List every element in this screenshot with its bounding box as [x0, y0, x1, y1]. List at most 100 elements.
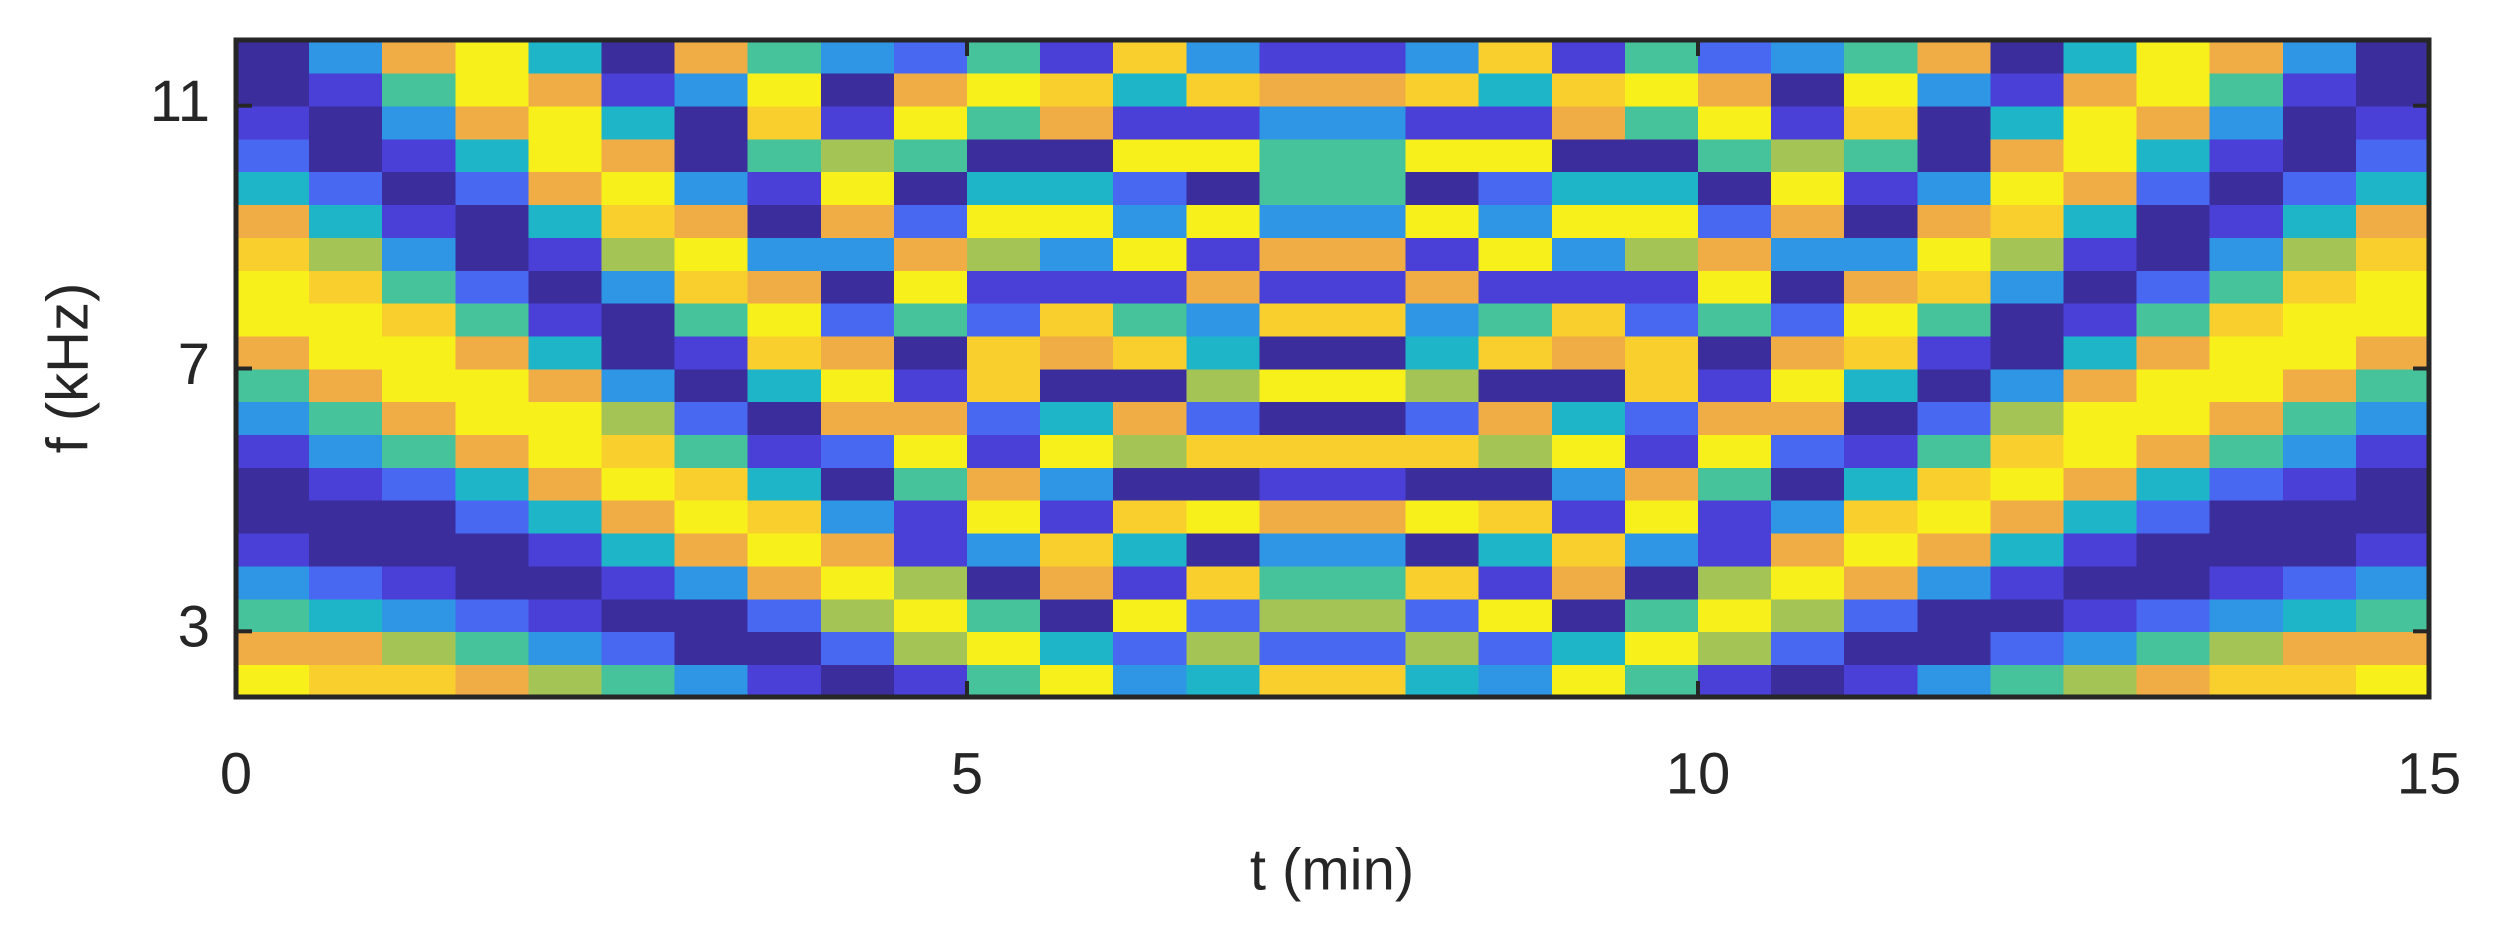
heatmap-cell	[1186, 269, 1261, 304]
heatmap-cell	[1990, 204, 2065, 238]
heatmap-cell	[455, 434, 530, 468]
heatmap-cell	[2063, 72, 2138, 107]
heatmap-cell	[674, 401, 749, 435]
heatmap-cell	[601, 598, 676, 633]
heatmap-cell	[2209, 269, 2284, 304]
heatmap-cell	[674, 72, 749, 107]
heatmap-cell	[382, 467, 457, 501]
heatmap-cell	[1698, 204, 1772, 238]
heatmap-cell	[382, 598, 457, 633]
heatmap-cell	[674, 138, 749, 173]
heatmap-cell	[382, 204, 457, 238]
heatmap-cell	[747, 335, 822, 370]
heatmap-cell	[2282, 467, 2357, 501]
heatmap-cell	[1405, 631, 1480, 665]
heatmap-cell	[528, 269, 603, 304]
heatmap-cell	[1186, 171, 1261, 206]
heatmap-cell	[2136, 335, 2211, 370]
heatmap-cell	[1917, 237, 1992, 271]
heatmap-cell	[236, 631, 310, 665]
heatmap-cell	[2063, 467, 2138, 501]
heatmap-cell	[747, 269, 822, 304]
heatmap-cell	[309, 237, 383, 271]
heatmap-cell	[2355, 40, 2429, 74]
heatmap-cell	[1478, 138, 1553, 173]
heatmap-cell	[1917, 302, 1992, 337]
heatmap-cell	[1771, 237, 1845, 271]
heatmap-cell	[1624, 204, 1699, 238]
heatmap-cell	[309, 565, 383, 600]
heatmap-cell	[1259, 40, 1334, 74]
heatmap-cell	[1844, 105, 1919, 140]
heatmap-cell	[2063, 598, 2138, 633]
heatmap-cell	[1624, 171, 1699, 206]
heatmap-cell	[1113, 532, 1188, 567]
heatmap-cell	[601, 434, 676, 468]
heatmap-cell	[1405, 72, 1480, 107]
heatmap-cell	[967, 72, 1041, 107]
heatmap-cell	[2282, 72, 2357, 107]
heatmap-cell	[1186, 40, 1261, 74]
heatmap-cell	[1186, 237, 1261, 271]
heatmap-cell	[820, 664, 895, 697]
heatmap-cell	[2063, 434, 2138, 468]
heatmap-cell	[2209, 138, 2284, 173]
heatmap-cell	[2063, 105, 2138, 140]
heatmap-cell	[1624, 335, 1699, 370]
heatmap-cell	[236, 565, 310, 600]
heatmap-cell	[1259, 171, 1334, 206]
heatmap-cell	[2063, 40, 2138, 74]
heatmap-cell	[1551, 532, 1626, 567]
heatmap-cell	[1844, 532, 1919, 567]
heatmap-cell	[455, 664, 530, 697]
heatmap-cell	[1551, 631, 1626, 665]
heatmap-cell	[309, 138, 383, 173]
heatmap-cell	[1186, 467, 1261, 501]
heatmap-cell	[601, 467, 676, 501]
heatmap-cell	[1405, 269, 1480, 304]
heatmap-cell	[1771, 368, 1845, 403]
heatmap-cell	[528, 40, 603, 74]
heatmap-cell	[967, 434, 1041, 468]
heatmap-cell	[2282, 40, 2357, 74]
heatmap-cell	[2063, 532, 2138, 567]
heatmap-cell	[1917, 664, 1992, 697]
heatmap-cell	[2136, 105, 2211, 140]
heatmap-cell	[1186, 302, 1261, 337]
heatmap-cell	[2209, 631, 2284, 665]
heatmap-cell	[893, 631, 968, 665]
heatmap-cell	[2355, 302, 2429, 337]
heatmap-cell	[382, 368, 457, 403]
heatmap-cell	[893, 565, 968, 600]
heatmap-cell	[1259, 499, 1334, 534]
heatmap-cell	[1917, 532, 1992, 567]
heatmap-cell	[893, 40, 968, 74]
heatmap-cell	[2063, 204, 2138, 238]
heatmap-cell	[1478, 72, 1553, 107]
heatmap-cell	[601, 72, 676, 107]
heatmap-cell	[1624, 631, 1699, 665]
heatmap-cell	[309, 302, 383, 337]
heatmap-cell	[1624, 40, 1699, 74]
heatmap-cell	[528, 598, 603, 633]
heatmap-cell	[1478, 467, 1553, 501]
heatmap-cell	[1478, 105, 1553, 140]
axes: 0 5 10 15 3 7 11	[150, 37, 2461, 806]
heatmap-cell	[1771, 631, 1845, 665]
heatmap-cell	[2209, 72, 2284, 107]
heatmap-cell	[2063, 565, 2138, 600]
heatmap-cell	[382, 565, 457, 600]
heatmap-cell	[1405, 565, 1480, 600]
heatmap-cell	[1917, 434, 1992, 468]
heatmap-cell	[309, 171, 383, 206]
heatmap-cell	[2209, 335, 2284, 370]
heatmap-cell	[1040, 565, 1114, 600]
heatmap-cell	[528, 368, 603, 403]
heatmap-cell	[2355, 138, 2429, 173]
heatmap-cell	[1332, 105, 1407, 140]
heatmap-cell	[1040, 138, 1114, 173]
heatmap-cell	[1259, 434, 1334, 468]
heatmap-cell	[1551, 302, 1626, 337]
heatmap-cell	[1113, 401, 1188, 435]
